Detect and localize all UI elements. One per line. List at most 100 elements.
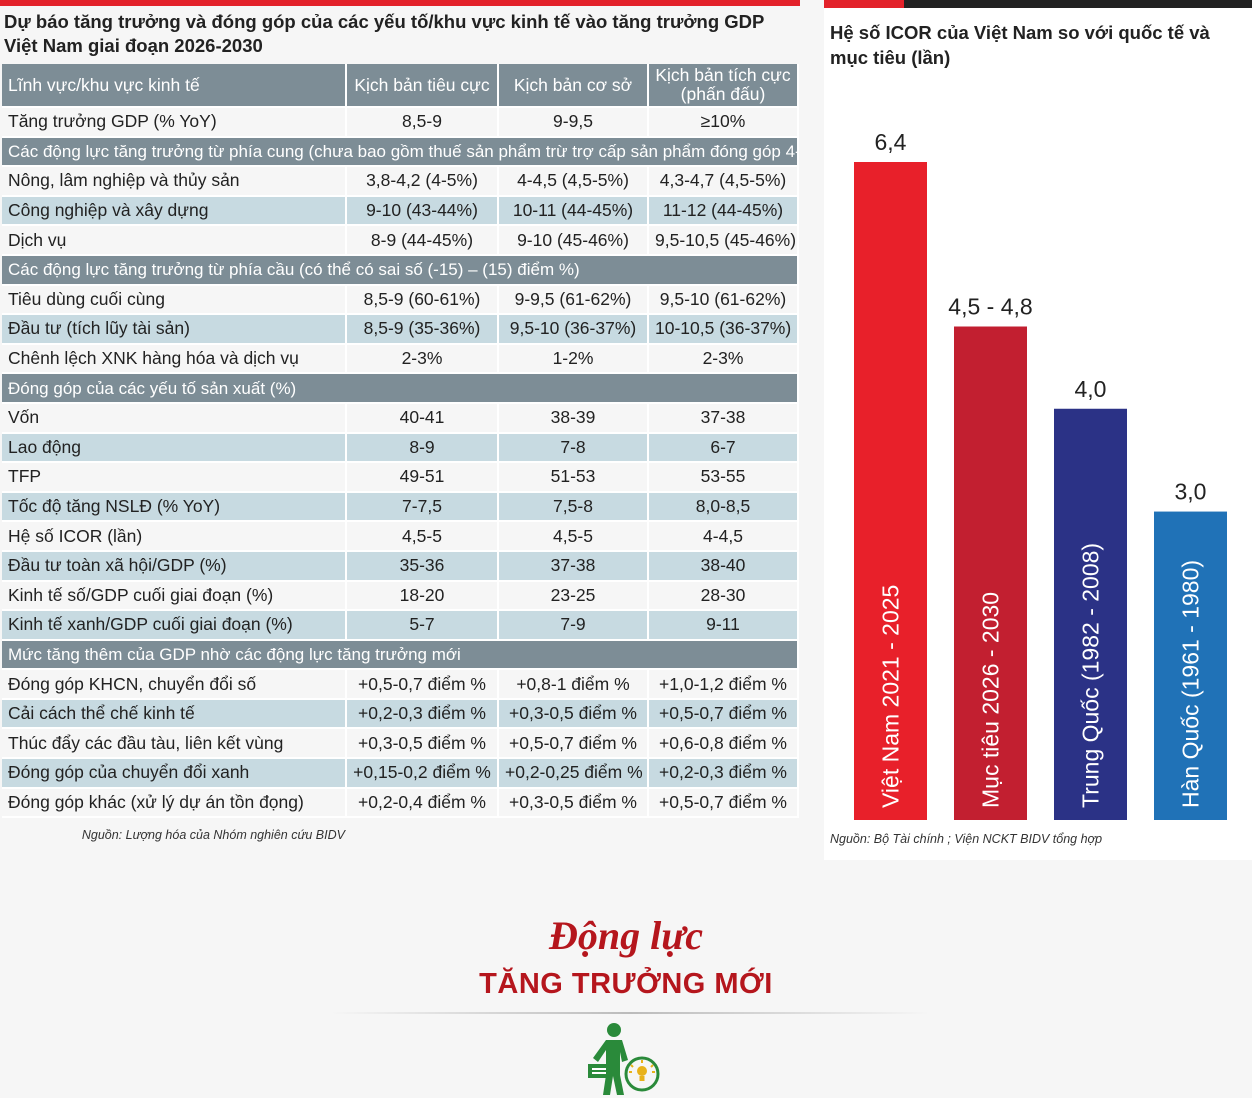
row-label: Đóng góp khác (xử lý dự án tồn đọng)	[2, 788, 347, 819]
section-label: Mức tăng thêm của GDP nhờ các động lực t…	[2, 640, 799, 671]
row-value: +0,5-0,7 điểm %	[499, 729, 649, 760]
row-value: +0,3-0,5 điểm %	[499, 788, 649, 819]
row-value: 9,5-10 (36-37%)	[499, 315, 649, 345]
chart-title: Hệ số ICOR của Việt Nam so với quốc tế v…	[830, 22, 1210, 68]
row-value: 28-30	[649, 581, 799, 612]
row-value: 18-20	[347, 581, 499, 612]
row-value: 2-3%	[347, 344, 499, 375]
row-value: 11-12 (44-45%)	[649, 196, 799, 227]
table-row: Hệ số ICOR (lần) 4,5-5 4,5-5 4-4,5	[2, 522, 799, 552]
table-row: TFP 49-51 51-53 53-55	[2, 463, 799, 493]
footer-title: Động lực	[549, 913, 703, 958]
table-row: Tốc độ tăng NSLĐ (% YoY) 7-7,5 7,5-8 8,0-8,…	[2, 492, 799, 523]
row-value: 10-11 (44-45%)	[499, 196, 649, 227]
row-value: 7,5-8	[499, 492, 649, 523]
table-row: Đóng góp khác (xử lý dự án tồn đọng) +0,2…	[2, 788, 799, 819]
table-section-row: Các động lực tăng trưởng từ phía cung (c…	[2, 137, 799, 168]
row-value: 4-4,5 (4,5-5%)	[499, 167, 649, 197]
bar-category-label: Hàn Quốc (1961 - 1980)	[1178, 560, 1204, 808]
table-body: Tăng trưởng GDP (% YoY) 8,5-9 9-9,5 ≥10% Các…	[2, 108, 799, 819]
row-label: Vốn	[2, 403, 347, 434]
bar-category-label: Việt Nam 2021 - 2025	[878, 585, 904, 808]
table-row: Công nghiệp và xây dựng 9-10 (43-44%) 10-1…	[2, 196, 799, 227]
row-value: 7-9	[499, 611, 649, 641]
row-value: 9,5-10 (61-62%)	[649, 285, 799, 316]
row-value: 7-8	[499, 433, 649, 464]
table-row: Đầu tư toàn xã hội/GDP (%) 35-36 37-38 38-4…	[2, 551, 799, 582]
section-label: Các động lực tăng trưởng từ phía cầu (có…	[2, 255, 799, 286]
table-title: Dự báo tăng trưởng và đóng góp của các y…	[4, 11, 765, 56]
bar-value-label: 4,0	[1075, 376, 1107, 402]
icor-chart-panel: Hệ số ICOR của Việt Nam so với quốc tế v…	[824, 0, 1252, 860]
forecast-table-panel: Dự báo tăng trưởng và đóng góp của các y…	[0, 0, 800, 842]
table-row: Tăng trưởng GDP (% YoY) 8,5-9 9-9,5 ≥10%	[2, 108, 799, 138]
row-value: 51-53	[499, 463, 649, 493]
growth-person-icon	[588, 1023, 660, 1095]
row-value: 53-55	[649, 463, 799, 493]
header-negative: Kịch bản tiêu cực	[347, 64, 499, 108]
row-label: Tăng trưởng GDP (% YoY)	[2, 108, 347, 138]
table-section-row: Các động lực tăng trưởng từ phía cầu (có…	[2, 255, 799, 286]
table-row: Cải cách thể chế kinh tế +0,2-0,3 điểm % +…	[2, 699, 799, 730]
row-value: +0,5-0,7 điểm %	[649, 788, 799, 819]
table-row: Tiêu dùng cuối cùng 8,5-9 (60-61%) 9-9,5 (…	[2, 285, 799, 316]
row-value: 9-11	[649, 611, 799, 641]
row-label: Hệ số ICOR (lần)	[2, 522, 347, 552]
row-value: +0,15-0,2 điểm %	[347, 759, 499, 789]
accent-bar-dark	[824, 0, 1252, 8]
row-label: Tiêu dùng cuối cùng	[2, 285, 347, 316]
row-label: Dịch vụ	[2, 226, 347, 256]
row-value: 49-51	[347, 463, 499, 493]
chart-source: Nguồn: Bộ Tài chính ; Viện NCKT BIDV tổn…	[830, 832, 1103, 846]
row-label: Đóng góp KHCN, chuyển đổi số	[2, 670, 347, 700]
row-value: 4,3-4,7 (4,5-5%)	[649, 167, 799, 197]
bar-category-label: Trung Quốc (1982 - 2008)	[1078, 543, 1104, 808]
row-value: 4-4,5	[649, 522, 799, 552]
footer-divider	[330, 1012, 930, 1014]
footer-subtitle: TĂNG TRƯỞNG MỚI	[479, 968, 773, 1000]
row-value: +0,2-0,25 điểm %	[499, 759, 649, 789]
table-section-row: Đóng góp của các yếu tố sản xuất (%)	[2, 374, 799, 404]
forecast-table: Lĩnh vực/khu vực kinh tế Kịch bản tiêu c…	[2, 64, 799, 819]
row-value: 8,5-9	[347, 108, 499, 138]
row-value: 7-7,5	[347, 492, 499, 523]
row-label: Đóng góp của chuyển đổi xanh	[2, 759, 347, 789]
table-row: Kinh tế số/GDP cuối giai đoạn (%) 18-20 23…	[2, 581, 799, 612]
row-value: 5-7	[347, 611, 499, 641]
row-label: Tốc độ tăng NSLĐ (% YoY)	[2, 492, 347, 523]
bar-1	[854, 162, 927, 820]
row-value: 2-3%	[649, 344, 799, 375]
bar-2	[954, 326, 1027, 820]
table-row: Thúc đẩy các đầu tàu, liên kết vùng +0,3-…	[2, 729, 799, 760]
row-label: Chênh lệch XNK hàng hóa và dịch vụ	[2, 344, 347, 375]
row-value: +0,3-0,5 điểm %	[347, 729, 499, 760]
row-value: ≥10%	[649, 108, 799, 138]
row-value: +0,5-0,7 điểm %	[347, 670, 499, 700]
bar-3	[1054, 408, 1127, 820]
section-label: Đóng góp của các yếu tố sản xuất (%)	[2, 374, 799, 404]
row-label: Kinh tế số/GDP cuối giai đoạn (%)	[2, 581, 347, 612]
row-value: 4,5-5	[347, 522, 499, 552]
row-label: TFP	[2, 463, 347, 493]
row-value: 8,5-9 (35-36%)	[347, 315, 499, 345]
table-row: Chênh lệch XNK hàng hóa và dịch vụ 2-3% 1-…	[2, 344, 799, 375]
row-value: +0,5-0,7 điểm %	[649, 699, 799, 730]
icor-bar-chart: 6,4 Việt Nam 2021 - 2025 4,5 - 4,8 Mục tiêu…	[854, 129, 1227, 820]
row-label: Lao động	[2, 433, 347, 464]
row-label: Đầu tư toàn xã hội/GDP (%)	[2, 551, 347, 582]
accent-bar-red	[824, 0, 904, 8]
row-label: Cải cách thể chế kinh tế	[2, 699, 347, 730]
row-value: 38-40	[649, 551, 799, 582]
row-label: Thúc đẩy các đầu tàu, liên kết vùng	[2, 729, 347, 760]
row-value: +0,8-1 điểm %	[499, 670, 649, 700]
header-sector: Lĩnh vực/khu vực kinh tế	[2, 64, 347, 108]
bar-value-label: 6,4	[875, 129, 907, 155]
table-row: Đầu tư (tích lũy tài sản) 8,5-9 (35-36%) 9…	[2, 315, 799, 345]
row-value: 4,5-5	[499, 522, 649, 552]
row-label: Nông, lâm nghiệp và thủy sản	[2, 167, 347, 197]
bar-4	[1154, 511, 1227, 820]
row-value: 9-9,5 (61-62%)	[499, 285, 649, 316]
row-label: Công nghiệp và xây dựng	[2, 196, 347, 227]
table-row: Lao động 8-9 7-8 6-7	[2, 433, 799, 464]
row-value: 1-2%	[499, 344, 649, 375]
